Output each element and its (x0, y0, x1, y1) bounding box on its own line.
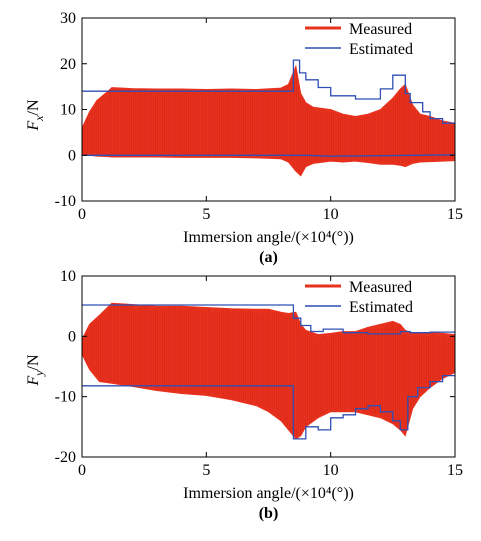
y-axis-label-subscript: x (32, 115, 46, 122)
panel-label: (a) (259, 249, 278, 266)
y-axis-label: Fy/N (25, 354, 46, 387)
panel-label: (b) (259, 505, 279, 522)
y-tick-label: 0 (68, 147, 76, 164)
series-measured-oscillation (82, 303, 455, 437)
chart-panel-2: 0 5 10 15 -20 -10 0 10 Immersion angle/(×10⁴(°))… (25, 268, 463, 522)
series-measured-oscillation (82, 70, 455, 174)
series-estimated-lower-line (82, 154, 455, 157)
x-tick-label: 10 (323, 462, 339, 479)
y-tick-label: 20 (60, 56, 76, 73)
y-tick-label: 30 (60, 10, 76, 27)
y-axis-label: Fx/N (25, 99, 46, 132)
legend-label-estimated: Estimated (349, 299, 413, 316)
x-tick-label: 15 (447, 206, 463, 223)
y-axis-label-symbol: F (25, 376, 42, 387)
y-tick-label: 0 (68, 328, 76, 345)
x-tick-label: 0 (78, 206, 86, 223)
y-axis-label-unit: /N (25, 354, 42, 370)
series-estimated-lower-line (82, 374, 455, 440)
x-tick-label: 10 (323, 206, 339, 223)
y-tick-label: -20 (55, 449, 76, 466)
legend-label-measured: Measured (349, 21, 412, 38)
y-axis-label-subscript: y (32, 370, 46, 377)
y-tick-label: -10 (55, 193, 76, 210)
y-tick-label: -10 (55, 389, 76, 406)
y-tick-label: 10 (60, 268, 76, 285)
x-axis-label: Immersion angle/(×10⁴(°)) (183, 229, 354, 246)
x-tick-label: 15 (447, 462, 463, 479)
legend-label-estimated: Estimated (349, 41, 413, 58)
x-tick-label: 5 (202, 206, 210, 223)
x-tick-label: 5 (202, 462, 210, 479)
series-estimated-upper-line (82, 59, 455, 124)
x-axis-label: Immersion angle/(×10⁴(°)) (183, 485, 354, 502)
y-axis-label-symbol: F (25, 121, 42, 132)
y-axis-label-unit: /N (25, 99, 42, 115)
plot-area (82, 302, 455, 440)
x-tick-label: 0 (78, 462, 86, 479)
plot-frame (81, 275, 456, 458)
series-estimated-upper-line (82, 304, 455, 335)
legend-label-measured: Measured (349, 279, 412, 296)
y-tick-label: 10 (60, 102, 76, 119)
plot-area (82, 59, 455, 177)
